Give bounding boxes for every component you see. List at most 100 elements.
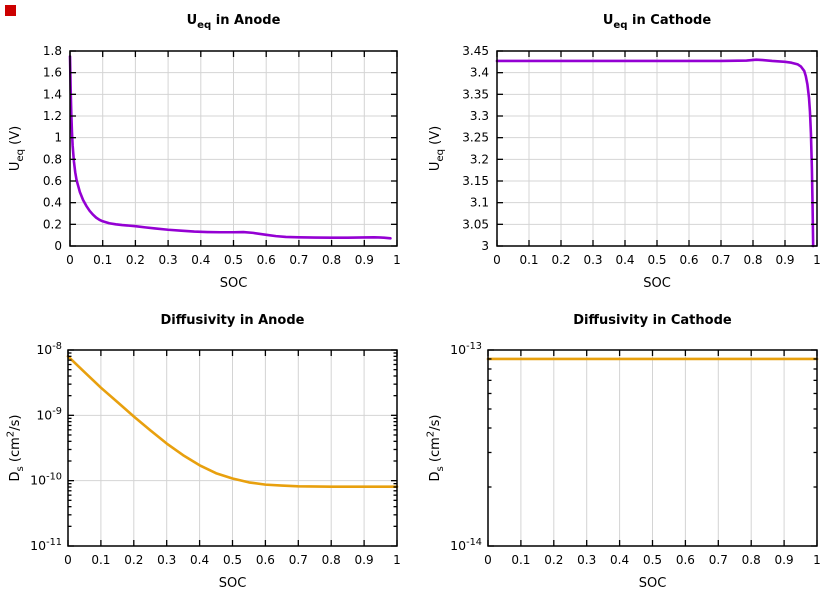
diff-anode-curve: [66, 355, 399, 488]
tick-marks: [496, 50, 818, 247]
x-tick-label: 0.3: [159, 253, 178, 267]
x-tick-label: 0: [66, 253, 74, 267]
y-tick-label: 3.4: [470, 66, 489, 80]
y-tick-labels: 10-11 10-10 10-9 10-8: [30, 341, 62, 553]
y-axis-label: Ueq (V): [428, 126, 446, 171]
x-tick-label: 1: [813, 253, 821, 267]
y-tick-label: 3.2: [470, 152, 489, 166]
x-tick-label: 0.6: [679, 253, 698, 267]
x-tick-label: 0.4: [610, 553, 629, 567]
ueq-cathode-chart: 0 0.1 0.2 0.3 0.4 0.5 0.6 0.7 0.8 0.9 1 3 3.05 3.1 3.1…: [428, 13, 821, 291]
x-tick-label: 0: [484, 553, 492, 567]
y-tick-label: 0.6: [43, 174, 62, 188]
diff-anode-title: Diffusivity in Anode: [161, 313, 305, 328]
y-tick-label: 3.25: [462, 131, 489, 145]
x-tick-label: 0.5: [223, 553, 242, 567]
diff-cathode-chart: 0 0.1 0.2 0.3 0.4 0.5 0.6 0.7 0.8 0.9 1 10-14 10-13 D…: [426, 313, 821, 591]
y-tick-label: 0: [54, 239, 62, 253]
y-tick-label: 1.2: [43, 109, 62, 123]
y-axis-label: Ueq (V): [8, 126, 26, 171]
x-tick-label: 0.2: [124, 553, 143, 567]
y-tick-label: 0.8: [43, 152, 62, 166]
y-tick-labels: 3 3.05 3.1 3.15 3.2 3.25 3.3 3.35 3.4 3.45: [462, 44, 489, 253]
x-tick-label: 0: [493, 253, 501, 267]
y-tick-label: 3: [481, 239, 489, 253]
x-tick-label: 0: [64, 553, 72, 567]
y-tick-label: 0.2: [43, 217, 62, 231]
x-tick-label: 0.9: [775, 553, 794, 567]
diff-anode-chart: 0 0.1 0.2 0.3 0.4 0.5 0.6 0.7 0.8 0.9 110-1110-101…: [6, 313, 401, 591]
y-tick-label: 3.3: [470, 109, 489, 123]
x-tick-label: 0.7: [289, 253, 308, 267]
diff-cathode-title: Diffusivity in Cathode: [573, 313, 732, 328]
x-tick-label: 0.3: [583, 253, 602, 267]
x-tick-labels: 0 0.1 0.2 0.3 0.4 0.5 0.6 0.7 0.8 0.9 1: [493, 253, 821, 267]
x-tick-label: 0.8: [322, 553, 341, 567]
y-tick-label: 1.8: [43, 44, 62, 58]
x-tick-label: 0.4: [190, 553, 209, 567]
x-tick-label: 0.5: [224, 253, 243, 267]
x-axis-label: SOC: [643, 276, 671, 291]
x-tick-label: 0.3: [157, 553, 176, 567]
x-tick-label: 0.9: [355, 553, 374, 567]
x-tick-label: 0.9: [775, 253, 794, 267]
x-tick-label: 0.8: [743, 253, 762, 267]
x-tick-labels: 0 0.1 0.2 0.3 0.4 0.5 0.6 0.7 0.8 0.9 1: [66, 253, 401, 267]
x-tick-label: 0.4: [615, 253, 634, 267]
x-tick-label: 0.1: [91, 553, 110, 567]
y-tick-label: 1.6: [43, 66, 62, 80]
y-tick-label: 10-14: [450, 537, 482, 553]
x-tick-label: 0.3: [577, 553, 596, 567]
x-tick-label: 0.7: [289, 553, 308, 567]
x-tick-label: 0.8: [742, 553, 761, 567]
x-tick-label: 0.6: [676, 553, 695, 567]
x-tick-label: 0.5: [643, 553, 662, 567]
x-axis-label: SOC: [219, 576, 247, 591]
y-tick-label: 10-13: [450, 341, 482, 357]
x-tick-label: 0.4: [191, 253, 210, 267]
y-tick-label: 1.4: [43, 87, 62, 101]
grid-lines: [520, 350, 785, 546]
ueq-cathode-title: Ueq in Cathode: [603, 13, 711, 31]
x-tick-label: 0.2: [551, 253, 570, 267]
x-axis-label: SOC: [220, 276, 248, 291]
x-tick-labels: 0 0.1 0.2 0.3 0.4 0.5 0.6 0.7 0.8 0.9 1: [64, 553, 401, 567]
tick-marks: [67, 349, 398, 547]
x-tick-label: 1: [393, 253, 401, 267]
x-tick-label: 0.1: [519, 253, 538, 267]
y-tick-label: 10-10: [30, 471, 62, 487]
x-tick-label: 0.8: [322, 253, 341, 267]
x-tick-label: 0.6: [257, 253, 276, 267]
y-tick-label: 3.45: [462, 44, 489, 58]
y-tick-labels: 10-14 10-13: [450, 341, 482, 553]
tick-marks: [69, 50, 398, 247]
y-tick-label: 3.15: [462, 174, 489, 188]
red-marker-square: [5, 5, 16, 16]
y-axis-label: Ds (cm2/s): [426, 415, 446, 482]
x-tick-label: 1: [813, 553, 821, 567]
x-axis-label: SOC: [639, 576, 667, 591]
x-tick-label: 0.7: [711, 253, 730, 267]
y-tick-label: 3.1: [470, 196, 489, 210]
x-tick-label: 0.6: [256, 553, 275, 567]
grid-lines: [497, 51, 817, 246]
grid-lines: [70, 51, 397, 246]
y-tick-label: 10-8: [36, 341, 62, 357]
x-tick-label: 0.7: [709, 553, 728, 567]
y-tick-label: 3.35: [462, 87, 489, 101]
ueq-anode-title: Ueq in Anode: [187, 13, 281, 31]
y-tick-label: 0.4: [43, 196, 62, 210]
y-tick-label: 10-11: [30, 537, 62, 553]
ueq-anode-curve: [68, 55, 392, 240]
y-tick-label: 3.05: [462, 217, 489, 231]
ueq-cathode-curve: [495, 58, 815, 248]
y-tick-label: 10-9: [36, 406, 62, 422]
x-tick-label: 0.2: [126, 253, 145, 267]
grid-lines: [68, 350, 397, 546]
x-tick-labels: 0 0.1 0.2 0.3 0.4 0.5 0.6 0.7 0.8 0.9 1: [484, 553, 821, 567]
x-tick-label: 0.1: [93, 253, 112, 267]
x-tick-label: 0.2: [544, 553, 563, 567]
y-tick-label: 1: [54, 131, 62, 145]
y-axis-label: Ds (cm2/s): [6, 415, 26, 482]
